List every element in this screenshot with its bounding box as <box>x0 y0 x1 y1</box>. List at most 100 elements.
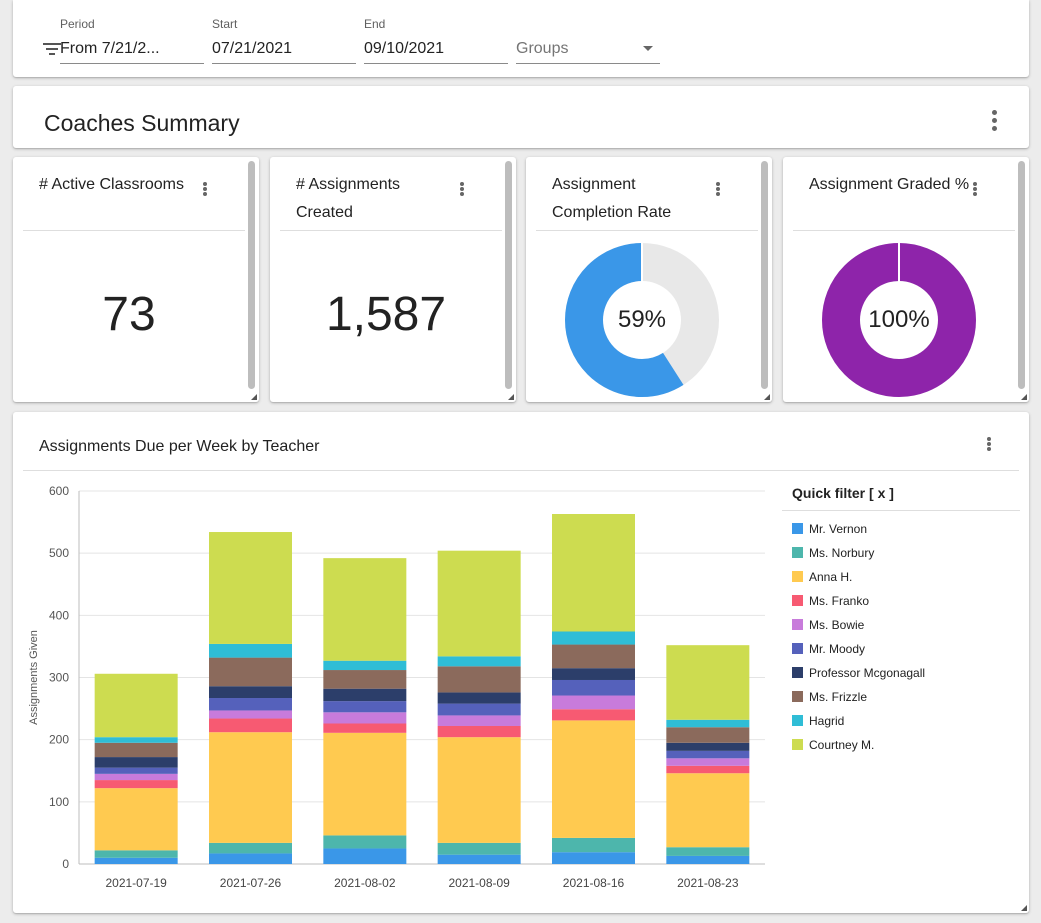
bar-segment[interactable] <box>552 852 635 864</box>
bar-segment[interactable] <box>666 719 750 728</box>
bar-segment[interactable] <box>552 631 635 645</box>
bar-segment[interactable] <box>94 780 178 789</box>
end-date-underline <box>364 63 508 64</box>
chevron-down-icon[interactable] <box>643 46 653 51</box>
bar-segment[interactable] <box>323 712 407 724</box>
scrollbar[interactable] <box>505 161 512 389</box>
start-date-value[interactable]: 07/21/2021 <box>212 40 293 57</box>
bar-segment[interactable] <box>323 701 407 713</box>
quick-filter-clear[interactable]: Quick filter [ x ] <box>792 485 894 501</box>
scrollbar[interactable] <box>248 161 255 389</box>
more-vert-icon[interactable] <box>202 182 208 204</box>
bar-segment[interactable] <box>94 788 178 851</box>
bar-segment[interactable] <box>94 757 178 768</box>
bar-segment[interactable] <box>552 695 635 710</box>
legend-item[interactable]: Ms. Bowie <box>792 618 864 634</box>
bar-segment[interactable] <box>209 643 292 658</box>
bar-segment[interactable] <box>666 742 750 751</box>
resize-handle-icon[interactable] <box>1021 394 1027 400</box>
bar-segment[interactable] <box>209 718 292 733</box>
bar-segment[interactable] <box>323 848 407 864</box>
x-tick-label: 2021-08-23 <box>677 876 739 890</box>
bar-segment[interactable] <box>209 710 292 719</box>
bar-segment[interactable] <box>209 657 292 687</box>
bar-segment[interactable] <box>323 670 407 689</box>
bar-segment[interactable] <box>94 767 178 774</box>
legend-item[interactable]: Mr. Moody <box>792 642 865 658</box>
scrollbar[interactable] <box>761 161 768 389</box>
bar-segment[interactable] <box>209 532 292 644</box>
bar-segment[interactable] <box>209 732 292 843</box>
bar-segment[interactable] <box>323 835 407 849</box>
more-vert-icon[interactable] <box>972 182 978 204</box>
scrollbar[interactable] <box>1018 161 1025 389</box>
bar-segment[interactable] <box>666 645 750 720</box>
bar-segment[interactable] <box>552 679 635 696</box>
bar-segment[interactable] <box>552 837 635 853</box>
bar-segment[interactable] <box>437 842 521 855</box>
more-vert-icon[interactable] <box>986 437 992 459</box>
bar-segment[interactable] <box>552 709 635 721</box>
resize-handle-icon[interactable] <box>251 394 257 400</box>
bar-segment[interactable] <box>94 850 178 858</box>
groups-select[interactable]: Groups <box>516 0 660 66</box>
bar-segment[interactable] <box>323 660 407 671</box>
bar-segment[interactable] <box>323 688 407 702</box>
more-vert-icon[interactable] <box>715 182 721 204</box>
bar-segment[interactable] <box>666 750 750 759</box>
bar-segment[interactable] <box>666 855 750 864</box>
period-value[interactable]: From 7/21/2... <box>60 40 160 57</box>
bar-segment[interactable] <box>323 558 407 661</box>
resize-handle-icon[interactable] <box>764 394 770 400</box>
bar-segment[interactable] <box>437 737 521 843</box>
bar-segment[interactable] <box>209 842 292 854</box>
bar-segment[interactable] <box>552 720 635 838</box>
bar-segment[interactable] <box>323 723 407 733</box>
bar-segment[interactable] <box>666 758 750 766</box>
bar-segment[interactable] <box>437 715 521 726</box>
groups-placeholder[interactable]: Groups <box>516 40 569 57</box>
bar-segment[interactable] <box>94 857 178 864</box>
bar-segment[interactable] <box>94 673 178 738</box>
legend-item[interactable]: Hagrid <box>792 714 844 730</box>
bar-segment[interactable] <box>209 686 292 699</box>
bar-segment[interactable] <box>437 854 521 864</box>
bar-segment[interactable] <box>552 514 635 632</box>
bar-segment[interactable] <box>437 703 521 716</box>
bar-segment[interactable] <box>666 727 750 743</box>
legend-item[interactable]: Ms. Frizzle <box>792 690 867 706</box>
bar-segment[interactable] <box>209 698 292 711</box>
kpi-value: 100% <box>868 306 930 333</box>
bar-segment[interactable] <box>666 847 750 856</box>
bar-segment[interactable] <box>666 765 750 774</box>
end-date-field[interactable]: End 09/10/2021 <box>364 0 508 66</box>
bar-segment[interactable] <box>437 692 521 704</box>
bar-segment[interactable] <box>323 732 407 836</box>
bar-segment[interactable] <box>552 668 635 680</box>
filter-icon[interactable] <box>43 43 61 57</box>
bar-segment[interactable] <box>94 773 178 781</box>
bar-segment[interactable] <box>552 644 635 669</box>
bar-segment[interactable] <box>437 550 521 657</box>
end-date-value[interactable]: 09/10/2021 <box>364 40 445 57</box>
legend-item[interactable]: Ms. Franko <box>792 594 869 610</box>
bar-segment[interactable] <box>437 666 521 693</box>
legend-item[interactable]: Anna H. <box>792 570 852 586</box>
period-field[interactable]: Period From 7/21/2... <box>60 0 204 66</box>
bar-segment[interactable] <box>94 742 178 758</box>
legend-item[interactable]: Ms. Norbury <box>792 546 874 562</box>
more-vert-icon[interactable] <box>459 182 465 204</box>
bar-segment[interactable] <box>209 853 292 864</box>
resize-handle-icon[interactable] <box>508 394 514 400</box>
bar-segment[interactable] <box>437 656 521 667</box>
kpi-title: # Active Classrooms <box>39 176 184 193</box>
legend-item[interactable]: Professor Mcgonagall <box>792 666 925 682</box>
resize-handle-icon[interactable] <box>1021 905 1027 911</box>
legend-item[interactable]: Mr. Vernon <box>792 522 867 538</box>
more-vert-icon[interactable] <box>992 110 998 132</box>
bar-segment[interactable] <box>666 773 750 848</box>
legend-item[interactable]: Courtney M. <box>792 738 874 754</box>
bar-segment[interactable] <box>94 737 178 743</box>
bar-segment[interactable] <box>437 725 521 738</box>
start-date-field[interactable]: Start 07/21/2021 <box>212 0 356 66</box>
